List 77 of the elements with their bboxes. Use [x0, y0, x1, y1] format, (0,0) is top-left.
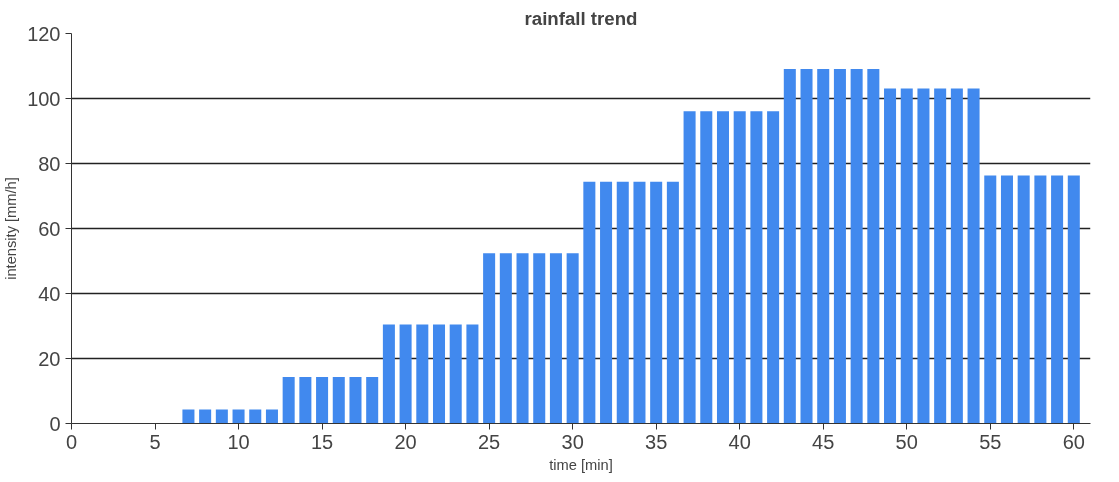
- bar: [332, 377, 345, 424]
- bar: [432, 324, 446, 424]
- y-axis-title: intensity [mm/h]: [3, 177, 20, 280]
- x-tick-label: 25: [478, 430, 501, 453]
- bar: [750, 111, 763, 424]
- bar: [416, 324, 429, 424]
- bar: [650, 181, 663, 424]
- x-tick-label: 10: [227, 430, 250, 453]
- bar: [249, 409, 262, 424]
- bar: [700, 111, 713, 424]
- x-tick-label: 5: [149, 430, 161, 453]
- bar: [499, 253, 512, 424]
- y-tick-label: 80: [38, 152, 61, 175]
- x-tick-label: 50: [895, 430, 918, 453]
- bar: [282, 377, 295, 424]
- bar: [783, 68, 796, 424]
- bar: [399, 324, 412, 424]
- x-tick-label: 45: [812, 430, 835, 453]
- x-tick-label: 35: [645, 430, 668, 453]
- bar: [683, 111, 696, 424]
- y-tick-label: 40: [38, 282, 61, 305]
- bar: [449, 324, 462, 424]
- x-tick-label: 60: [1062, 430, 1085, 453]
- bar: [382, 324, 395, 424]
- bar: [817, 68, 830, 424]
- bar: [1000, 175, 1013, 424]
- bar: [215, 409, 228, 424]
- y-tick-label: 0: [49, 412, 61, 435]
- x-tick-label: 20: [394, 430, 417, 453]
- bar: [583, 181, 596, 424]
- x-axis-title: time [min]: [549, 456, 613, 473]
- y-tick-label: 100: [27, 87, 61, 110]
- bar: [950, 88, 963, 424]
- bar: [917, 88, 930, 424]
- bar: [666, 181, 679, 424]
- bar: [299, 377, 312, 424]
- x-tick-label: 30: [561, 430, 584, 453]
- bar: [600, 181, 613, 424]
- bar: [265, 409, 278, 424]
- bar: [733, 111, 746, 424]
- chart-title: rainfall trend: [524, 7, 638, 29]
- bar: [1034, 175, 1047, 424]
- bar: [349, 377, 362, 424]
- x-tick-label: 15: [310, 430, 334, 453]
- bar: [366, 377, 379, 424]
- bar: [466, 324, 479, 424]
- bar: [616, 181, 629, 424]
- bar: [516, 253, 529, 424]
- bar: [633, 181, 646, 424]
- bar: [549, 253, 562, 424]
- bar: [1017, 175, 1030, 424]
- y-tick-label: 60: [38, 217, 61, 240]
- bar: [533, 253, 546, 424]
- bar: [767, 111, 780, 424]
- bar: [984, 175, 997, 424]
- bar: [884, 88, 897, 424]
- bar: [900, 88, 913, 424]
- bar: [934, 88, 947, 424]
- bar: [716, 111, 730, 424]
- bar: [232, 409, 245, 424]
- bar: [833, 68, 846, 424]
- bar: [800, 68, 813, 424]
- y-tick-label: 120: [27, 22, 61, 45]
- bar: [850, 68, 863, 424]
- x-tick-label: 40: [728, 430, 751, 453]
- bar: [867, 68, 880, 424]
- y-tick-label: 20: [38, 347, 61, 370]
- x-tick-label: 55: [979, 430, 1002, 453]
- bar: [483, 253, 496, 424]
- bar: [316, 377, 329, 424]
- x-tick-label: 0: [65, 430, 78, 453]
- bar: [182, 409, 195, 424]
- bar: [1051, 175, 1064, 424]
- bar: [967, 88, 980, 424]
- bar: [566, 253, 579, 424]
- bar: [199, 409, 212, 424]
- bar: [1067, 175, 1080, 424]
